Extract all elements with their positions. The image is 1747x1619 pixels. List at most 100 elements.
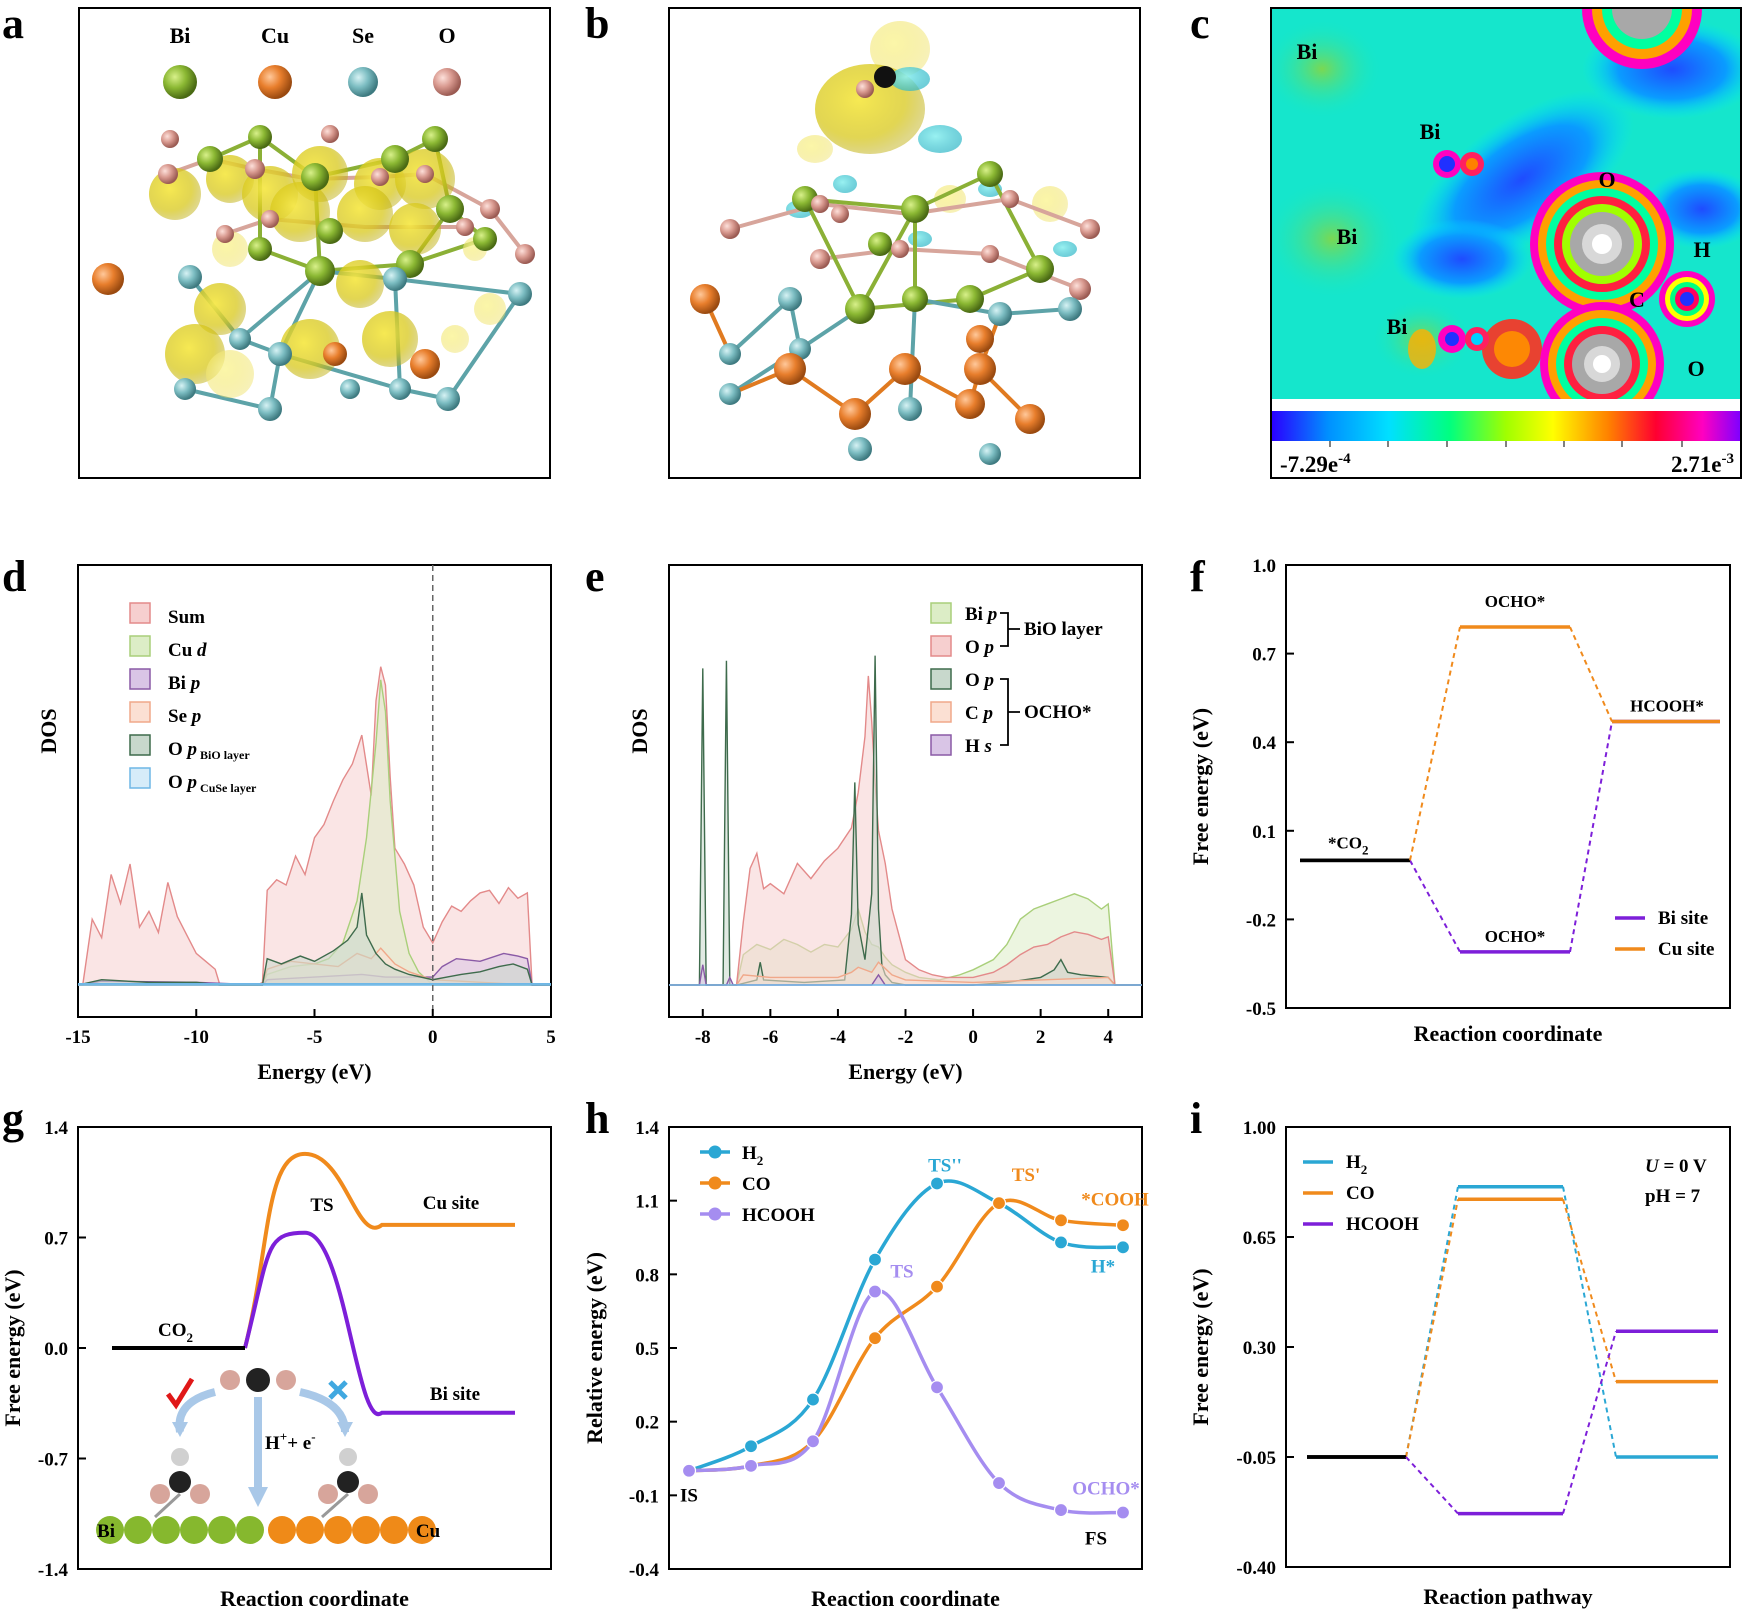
- illustration-atom-8: [337, 1471, 359, 1493]
- panel-letter-h: h: [585, 1094, 610, 1143]
- legend-se-label: Se: [352, 23, 374, 48]
- legend-label-2: HCOOH: [742, 1205, 815, 1226]
- cross-icon: [328, 1380, 348, 1400]
- surface-bi-atom-4: [208, 1516, 236, 1544]
- adsorbate-bond-cu: [321, 1492, 349, 1519]
- annot-cooh: *COOH: [1081, 1189, 1149, 1210]
- x-axis-title: Reaction pathway: [1423, 1584, 1592, 1609]
- annot-ts-hcooh: TS: [890, 1262, 913, 1283]
- panel-b-isosurfaces: [786, 21, 1077, 257]
- legend-o-atom: [433, 68, 461, 96]
- legend-label-2: HCOOH: [1346, 1214, 1419, 1235]
- y-tick-label-4: -0.40: [1236, 1558, 1276, 1579]
- reaction-label: H++ e-: [265, 1429, 316, 1454]
- legend-swatch-3: [930, 701, 952, 723]
- legend-marker-0: [708, 1145, 722, 1159]
- y-tick-label-6: -0.4: [629, 1560, 660, 1581]
- legend-cu-label: Cu: [261, 23, 289, 48]
- y-tick-label-4: -0.2: [1246, 910, 1276, 931]
- y-tick-label-0: 1.4: [44, 1118, 68, 1139]
- annot-fs: FS: [1085, 1529, 1107, 1550]
- panel-c-svg: Bi Bi Bi Bi O H C O -7.29e-4 2.71e-3: [1272, 9, 1740, 477]
- panel-f-legend: Bi site Cu site: [1615, 908, 1714, 960]
- group-label-bio-layer: BiO layer: [1024, 619, 1103, 640]
- annot-h: H*: [1091, 1256, 1115, 1277]
- x-tick-label-2: -5: [307, 1027, 323, 1048]
- panel-letter-e: e: [585, 552, 605, 601]
- y-tick-label-2: 0.8: [635, 1265, 659, 1286]
- panel-e-chart: -8 -6 -4 -2 0 2 4 Energy (eV) DOS Bi p O p O p C p H …: [580, 555, 1160, 1095]
- adsorbate-bond-bi: [153, 1492, 182, 1519]
- series-1: [1300, 625, 1720, 863]
- illustration-atom-2: [276, 1370, 296, 1390]
- point-0-6: [1053, 1235, 1069, 1250]
- panel-c-contour: Bi Bi Bi Bi O H C O -7.29e-4 2.71e-3: [1270, 7, 1742, 479]
- point-2-2: [805, 1434, 821, 1449]
- panel-i-svg: 1.00 0.65 0.30 -0.05 -0.40 Free energy (eV) Re…: [1188, 1118, 1731, 1609]
- legend-label-1: Cu d: [168, 640, 207, 661]
- legend-label-5: O p CuSe layer: [168, 772, 257, 795]
- panel-i-legend: H2 CO HCOOH: [1303, 1152, 1419, 1235]
- surface-bi-atom-2: [152, 1516, 180, 1544]
- legend-label-sum: Sum: [168, 607, 205, 628]
- y-tick-label-3: 0.1: [1252, 822, 1276, 843]
- point-2-3: [867, 1284, 883, 1299]
- level-label-bi-mid: OCHO*: [1485, 927, 1545, 946]
- colorbar-gap: [1272, 399, 1740, 411]
- panel-letter-c: c: [1190, 0, 1210, 48]
- surface-cu-atom-2: [324, 1516, 352, 1544]
- panel-letter-d: d: [2, 552, 27, 601]
- arrow-head-bi: [172, 1422, 188, 1437]
- legend-swatch-1: [930, 635, 952, 657]
- contour-atom-labels: Bi Bi Bi Bi O H C O: [1297, 39, 1711, 381]
- point-1-7: [1115, 1218, 1131, 1233]
- atom-label-bi-4: Bi: [1387, 314, 1408, 339]
- colorbar-max-label: 2.71e-3: [1671, 451, 1734, 477]
- y-axis-title: Free energy (eV): [0, 1269, 25, 1426]
- x-tick-label-6: 4: [1103, 1027, 1113, 1048]
- level-label-end: HCOOH*: [1630, 697, 1704, 716]
- x-axis-title: Reaction coordinate: [220, 1586, 409, 1611]
- point-0-2: [805, 1392, 821, 1407]
- bracket-ocho: [1000, 678, 1020, 746]
- y-tick-label-1: 1.1: [635, 1192, 659, 1213]
- point-0-3: [867, 1252, 883, 1267]
- y-tick-label-3: 0.5: [635, 1339, 659, 1360]
- point-1-3: [867, 1331, 883, 1346]
- legend-label-4: O p BiO layer: [168, 739, 250, 762]
- dos-line-2: [669, 655, 1142, 986]
- arrow-head-down: [248, 1487, 268, 1507]
- y-tick-label-2: 0.4: [1252, 733, 1276, 754]
- dos-line-3: [669, 961, 1142, 986]
- panel-e-svg: -8 -6 -4 -2 0 2 4 Energy (eV) DOS Bi p O p O p C p H …: [627, 564, 1143, 1084]
- legend-label-0: H2: [1346, 1152, 1367, 1177]
- x-axis-ticks: -15 -10 -5 0 5: [65, 1009, 556, 1048]
- y-axis-title: Free energy (eV): [1188, 708, 1213, 865]
- x-tick-label-4: 0: [968, 1027, 978, 1048]
- panel-letter-i: i: [1190, 1094, 1203, 1143]
- legend-swatch-4: [129, 734, 151, 756]
- y-axis-title: DOS: [627, 708, 652, 753]
- y-tick-label-1: 0.65: [1243, 1228, 1276, 1249]
- legend-label-4: H s: [965, 736, 992, 757]
- dos-line-0: [78, 666, 551, 986]
- panel-letter-g: g: [2, 1094, 24, 1143]
- illustration-atom-3: [171, 1448, 189, 1466]
- annot-ts-co: TS': [1012, 1165, 1041, 1186]
- panel-g-svg: 1.4 0.7 0.0 -0.7 -1.4 Free energy (eV) Reactio…: [0, 1118, 552, 1611]
- y-tick-label-2: 0.0: [44, 1339, 68, 1360]
- point-0-1: [743, 1439, 759, 1454]
- connector-2-1: [1405, 1456, 1459, 1515]
- x-axis-title: Reaction coordinate: [811, 1586, 1000, 1611]
- illustration-atom-10: [358, 1484, 378, 1504]
- y-axis-title: DOS: [36, 708, 61, 753]
- panel-b-atoms: [690, 66, 1100, 465]
- legend-label-1: CO: [1346, 1183, 1375, 1204]
- x-tick-label-1: -6: [762, 1027, 778, 1048]
- atom-label-h: H: [1693, 237, 1710, 262]
- point-1-5: [991, 1196, 1007, 1211]
- y-axis-title: Free energy (eV): [1188, 1268, 1213, 1425]
- connector-1-1: [1405, 1199, 1459, 1458]
- panel-h-svg: 1.4 1.1 0.8 0.5 0.2 -0.1 -0.4 Relative energy (…: [582, 1118, 1149, 1611]
- point-0-4: [929, 1176, 945, 1191]
